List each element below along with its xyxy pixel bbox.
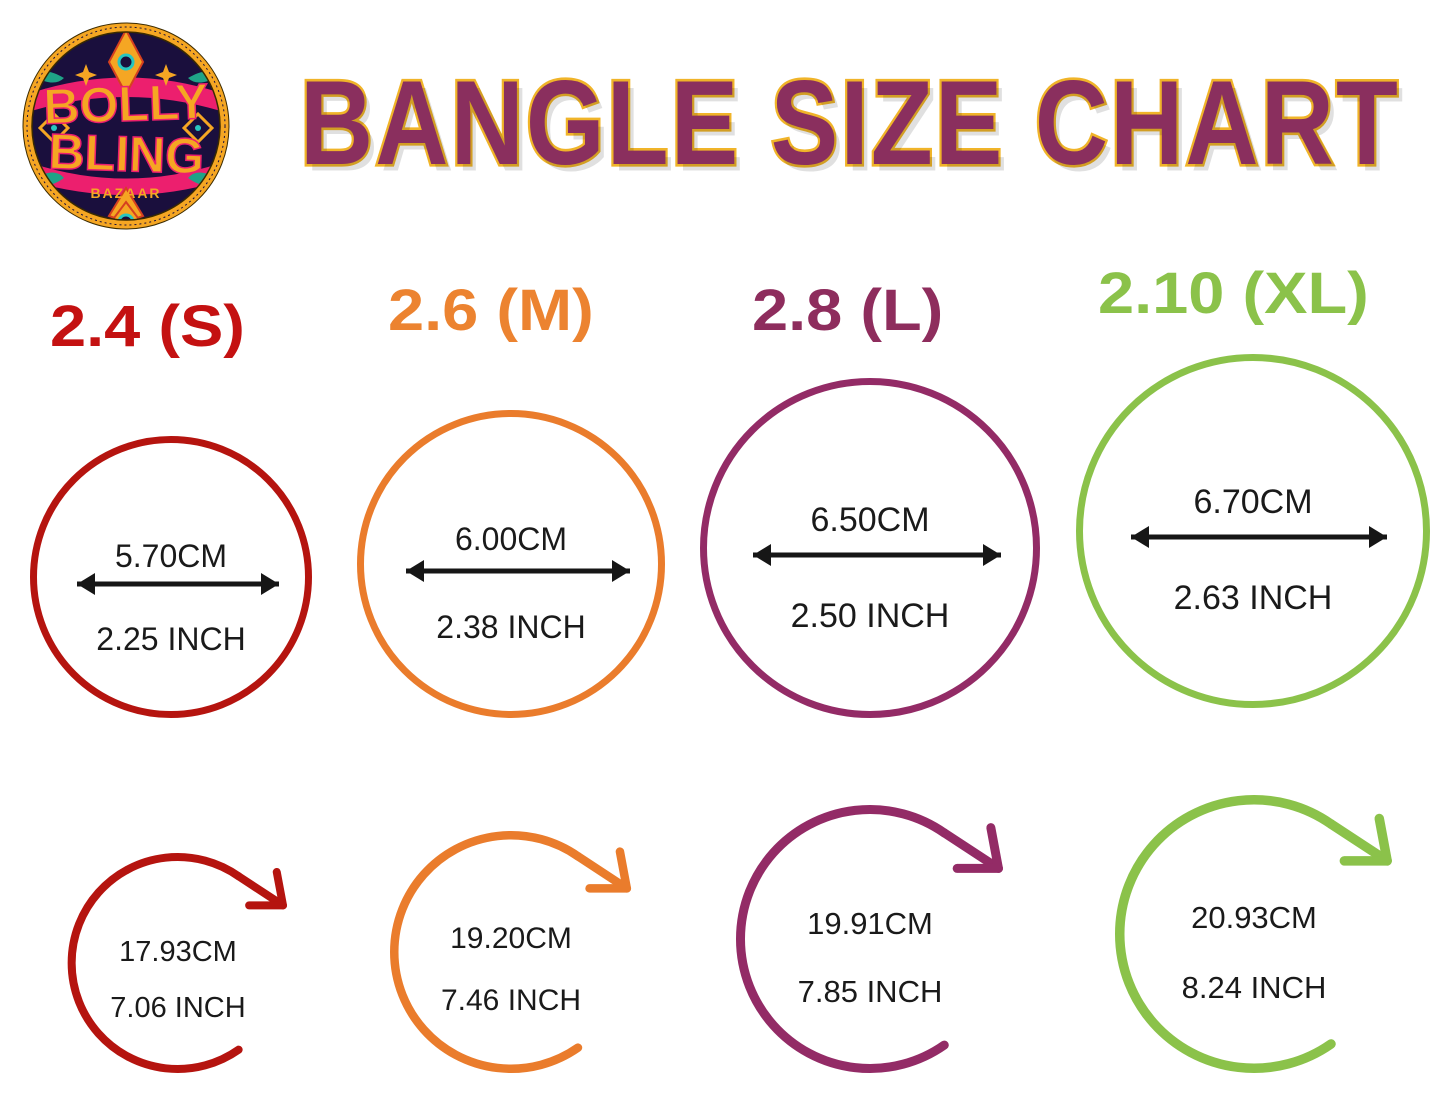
svg-text:BAZAAR: BAZAAR [90,185,161,201]
svg-text:BLING: BLING [48,123,205,184]
